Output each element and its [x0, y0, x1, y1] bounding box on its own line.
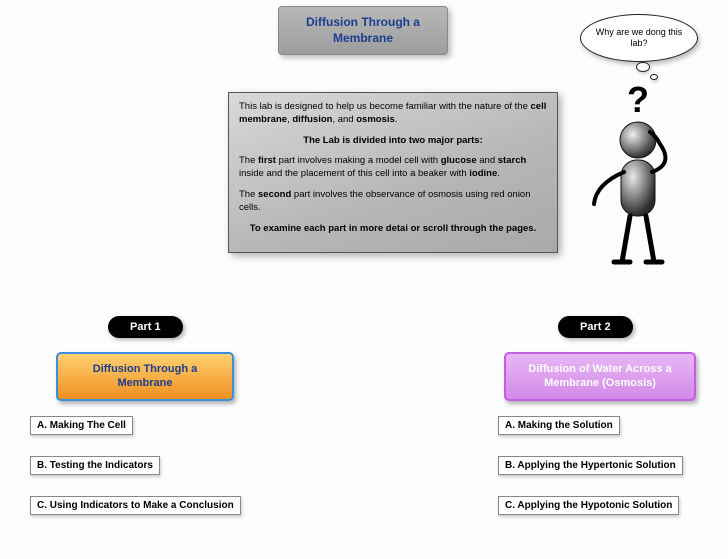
description-panel: This lab is designed to help us become f… — [228, 92, 558, 253]
part1-link-a[interactable]: A. Making The Cell — [30, 416, 133, 435]
desc-line-1: This lab is designed to help us become f… — [239, 101, 547, 127]
page-title: Diffusion Through a Membrane — [278, 6, 448, 55]
part2-label: Part 2 — [558, 316, 633, 338]
desc-line-3: The first part involves making a model c… — [239, 155, 547, 181]
speech-tail-2 — [650, 74, 658, 80]
part2-link-b[interactable]: B. Applying the Hypertonic Solution — [498, 456, 683, 475]
part2-title-button[interactable]: Diffusion of Water Across a Membrane (Os… — [504, 352, 696, 401]
part1-label: Part 1 — [108, 316, 183, 338]
part2-link-c[interactable]: C. Applying the Hypotonic Solution — [498, 496, 679, 515]
part2-link-a[interactable]: A. Making the Solution — [498, 416, 620, 435]
desc-line-5: To examine each part in more detai or sc… — [239, 223, 547, 236]
speech-tail-1 — [636, 62, 650, 72]
part1-link-b[interactable]: B. Testing the Indicators — [30, 456, 160, 475]
desc-line-4: The second part involves the observance … — [239, 189, 547, 215]
desc-line-2: The Lab is divided into two major parts: — [239, 135, 547, 148]
part1-title-button[interactable]: Diffusion Through a Membrane — [56, 352, 234, 401]
stick-figure-icon: ? — [578, 84, 698, 274]
part1-link-c[interactable]: C. Using Indicators to Make a Conclusion — [30, 496, 241, 515]
speech-bubble: Why are we dong this lab? — [580, 14, 698, 62]
question-mark-icon: ? — [627, 84, 649, 120]
